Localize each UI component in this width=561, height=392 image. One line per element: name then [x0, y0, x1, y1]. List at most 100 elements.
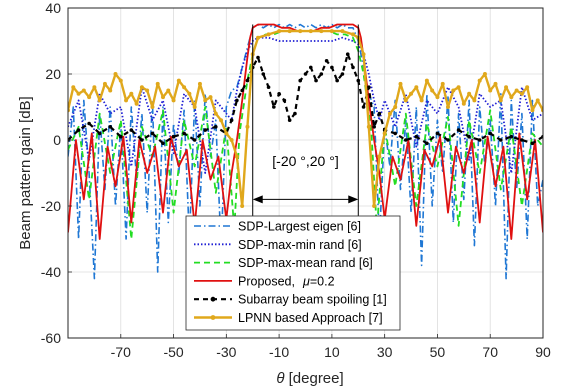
series-5-point-65: [456, 85, 461, 90]
series-5-point-29: [219, 118, 224, 123]
series-5-point-25: [197, 81, 202, 86]
series-5-point-18: [161, 95, 165, 100]
series-5-point-37: [266, 32, 271, 37]
series-4-point-53: [467, 134, 471, 139]
series-4-point-2: [87, 121, 91, 126]
series-5-point-31: [229, 138, 234, 142]
legend-label-1: SDP-max-min rand [6]: [238, 238, 362, 252]
series-5-point-6: [97, 98, 102, 103]
series-5-point-7: [102, 81, 107, 86]
series-4-point-32: [314, 78, 318, 83]
series-5-point-26: [203, 98, 208, 103]
series-4-point-57: [509, 134, 514, 139]
legend-item-4: Subarray beam spoiling [1]: [194, 293, 387, 307]
series-4-point-44: [377, 111, 382, 116]
series-5-point-51: [382, 131, 387, 136]
series-5-point-55: [403, 98, 408, 103]
series-5-point-23: [187, 91, 192, 96]
series-5-point-28: [213, 111, 218, 116]
series-5-point-45: [351, 32, 355, 37]
series-4-point-35: [330, 65, 334, 70]
series-4-point-19: [245, 78, 250, 83]
series-5-point-16: [150, 105, 155, 109]
series-4-point-7: [140, 138, 144, 142]
series-4: [68, 52, 543, 146]
series-5-point-36: [256, 35, 260, 40]
series-line-0: [68, 23, 543, 280]
series-5-point-62: [440, 81, 445, 86]
series-5-point-5: [92, 85, 97, 90]
tick-labels: -70 -50 -30 -10 10 30 50 70 90 -60 -40 -20 0 20 40: [41, 0, 551, 360]
series-5-point-63: [446, 105, 450, 109]
series-5-point-48: [366, 124, 371, 129]
series-5-point-59: [424, 78, 429, 83]
series-4-point-39: [351, 65, 355, 70]
series-5-point-57: [414, 85, 419, 90]
legend-label-2: SDP-max-mean rand [6]: [238, 256, 373, 270]
x-axis-symbol: θ: [276, 370, 284, 387]
series-5-point-67: [467, 91, 472, 96]
y-tick-label-2: -20: [41, 198, 61, 214]
series-5-point-27: [208, 95, 213, 100]
legend-mu-symbol: μ: [302, 274, 310, 288]
series-4-point-46: [393, 131, 398, 136]
series-4-point-56: [498, 138, 503, 142]
x-tick-label-0: -70: [111, 344, 131, 360]
series-5-point-72: [493, 81, 498, 86]
series-line-5: [68, 29, 543, 208]
series-4-point-31: [308, 65, 313, 70]
series-5-point-80: [535, 98, 540, 103]
series-4-point-26: [282, 98, 287, 103]
series-5-point-44: [340, 29, 345, 34]
series-4-point-27: [287, 118, 292, 122]
series-4-point-33: [319, 72, 324, 76]
series-5-point-58: [419, 98, 424, 103]
series-5-point-40: [298, 29, 303, 34]
legend-marker-4: [210, 296, 216, 302]
series-5-point-61: [435, 95, 440, 100]
series-5-point-43: [329, 29, 334, 34]
y-tick-label-0: -60: [41, 330, 61, 346]
series-5-point-64: [451, 88, 456, 93]
series-4-point-4: [108, 125, 113, 129]
series-5-point-42: [319, 29, 324, 34]
x-tick-label-1: -50: [163, 344, 183, 360]
series-4-point-50: [435, 131, 440, 136]
series-4-point-58: [520, 138, 524, 142]
x-tick-label-7: 70: [482, 344, 498, 360]
x-tick-label-8: 90: [535, 344, 551, 360]
series-5-point-1: [71, 85, 76, 90]
series-4-point-41: [361, 105, 366, 109]
x-axis-unit: [degree]: [284, 370, 343, 387]
series-5-point-60: [430, 88, 435, 93]
series-4-point-25: [277, 92, 281, 96]
series-5-point-4: [87, 95, 92, 100]
series-4-point-30: [303, 72, 308, 76]
series-4-point-12: [192, 138, 197, 142]
series-4-point-17: [235, 98, 239, 103]
legend-item-2: SDP-max-mean rand [6]: [194, 256, 373, 270]
series-4-point-6: [129, 128, 134, 132]
series-5-point-75: [509, 95, 514, 100]
series-4-point-16: [229, 118, 234, 122]
x-tick-label-4: 10: [324, 344, 340, 360]
series-5-point-53: [393, 105, 398, 109]
legend-name-5: LPNN based Approach [7]: [238, 311, 383, 325]
series-4-point-10: [171, 134, 176, 139]
series-4-point-43: [372, 125, 376, 129]
series-5-point-49: [372, 204, 377, 208]
legend-label-3: Proposed, μ=0.2: [238, 274, 335, 288]
series-4-point-42: [367, 85, 371, 89]
plot-frame: [67, 7, 544, 339]
legend-name-0: SDP-Largest eigen [6]: [238, 220, 361, 234]
legend-label-4: Subarray beam spoiling [1]: [238, 293, 387, 307]
series-5-point-11: [124, 98, 129, 103]
y-tick-label-4: 20: [45, 66, 61, 82]
series-4-point-38: [345, 52, 350, 56]
x-tick-label-6: 50: [430, 344, 446, 360]
series-5-point-14: [139, 85, 144, 90]
legend-name-3: Proposed,: [238, 274, 295, 288]
series-5-point-54: [398, 81, 403, 86]
legend-name-1: SDP-max-min rand [6]: [238, 238, 362, 252]
